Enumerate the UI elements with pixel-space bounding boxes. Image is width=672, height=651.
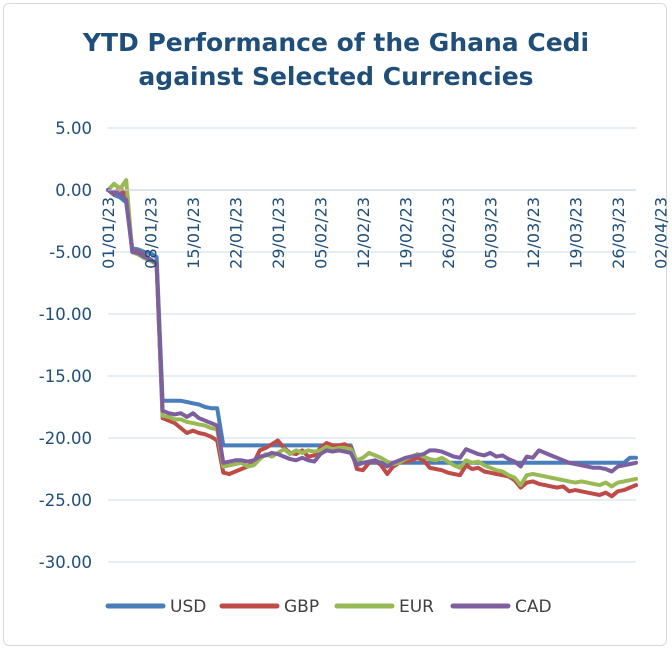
chart-frame bbox=[3, 3, 667, 646]
x-tick-label: 02/04/23 bbox=[651, 197, 670, 269]
y-tick-label: -5.00 bbox=[49, 243, 92, 262]
x-tick-label: 22/01/23 bbox=[226, 197, 245, 269]
x-tick-label: 01/01/23 bbox=[99, 197, 118, 269]
y-tick-label: 0.00 bbox=[55, 181, 92, 200]
y-tick-label: -30.00 bbox=[39, 553, 92, 572]
y-tick-label: -15.00 bbox=[39, 367, 92, 386]
x-tick-label: 15/01/23 bbox=[184, 197, 203, 269]
x-tick-label: 19/03/23 bbox=[566, 197, 585, 269]
y-tick-label: -10.00 bbox=[39, 305, 92, 324]
legend-label-usd: USD bbox=[170, 597, 206, 617]
x-tick-label: 12/03/23 bbox=[524, 197, 543, 269]
series-line-eur bbox=[106, 178, 638, 489]
legend: USD GBP EUR CAD bbox=[105, 597, 552, 617]
series-line-cad bbox=[106, 188, 638, 474]
x-tick-label: 05/02/23 bbox=[311, 197, 330, 269]
series-lines bbox=[106, 178, 638, 499]
legend-label-gbp: GBP bbox=[284, 597, 319, 617]
x-tick-label: 12/02/23 bbox=[354, 197, 373, 269]
y-tick-label: 5.00 bbox=[55, 119, 92, 138]
x-tick-label: 26/03/23 bbox=[609, 197, 628, 269]
y-axis: 5.00 0.00 -5.00 -10.00 -15.00 -20.00 -25.00 -30… bbox=[39, 119, 92, 572]
x-axis: 01/01/23 08/01/23 15/01/23 22/01/23 29/01/23… bbox=[99, 189, 670, 269]
x-tick-label: 05/03/23 bbox=[481, 197, 500, 269]
x-tick-label: 19/02/23 bbox=[396, 197, 415, 269]
y-tick-label: -25.00 bbox=[39, 491, 92, 510]
chart-title-line1: YTD Performance of the Ghana Cedi bbox=[82, 28, 590, 57]
gridlines bbox=[108, 127, 636, 563]
legend-label-cad: CAD bbox=[515, 597, 552, 617]
chart-title: YTD Performance of the Ghana Cedi agains… bbox=[0, 26, 672, 94]
y-tick-label: -20.00 bbox=[39, 429, 92, 448]
chart-title-line2: against Selected Currencies bbox=[138, 62, 534, 91]
x-tick-label: 26/02/23 bbox=[439, 197, 458, 269]
x-tick-label: 08/01/23 bbox=[142, 197, 161, 269]
x-tick-label: 29/01/23 bbox=[269, 197, 288, 269]
legend-label-eur: EUR bbox=[399, 597, 434, 617]
